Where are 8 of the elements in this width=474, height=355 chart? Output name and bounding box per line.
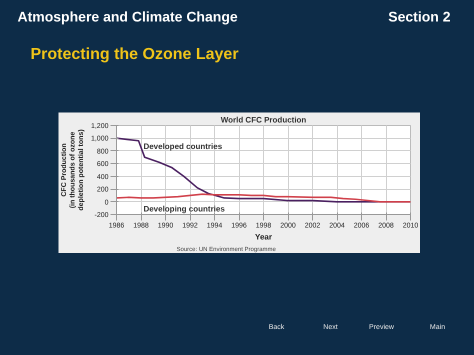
series-label: Developed countries xyxy=(143,142,223,151)
text: Protecting the Ozone Layer xyxy=(30,46,239,63)
text: Atmosphere and Climate Change xyxy=(18,8,238,24)
x-axis-title: Year xyxy=(255,232,272,242)
line-series xyxy=(116,193,410,203)
chart-title: World CFC Production xyxy=(220,116,306,124)
text: Section 2 xyxy=(388,8,451,24)
series-label: Developing countries xyxy=(143,204,226,214)
